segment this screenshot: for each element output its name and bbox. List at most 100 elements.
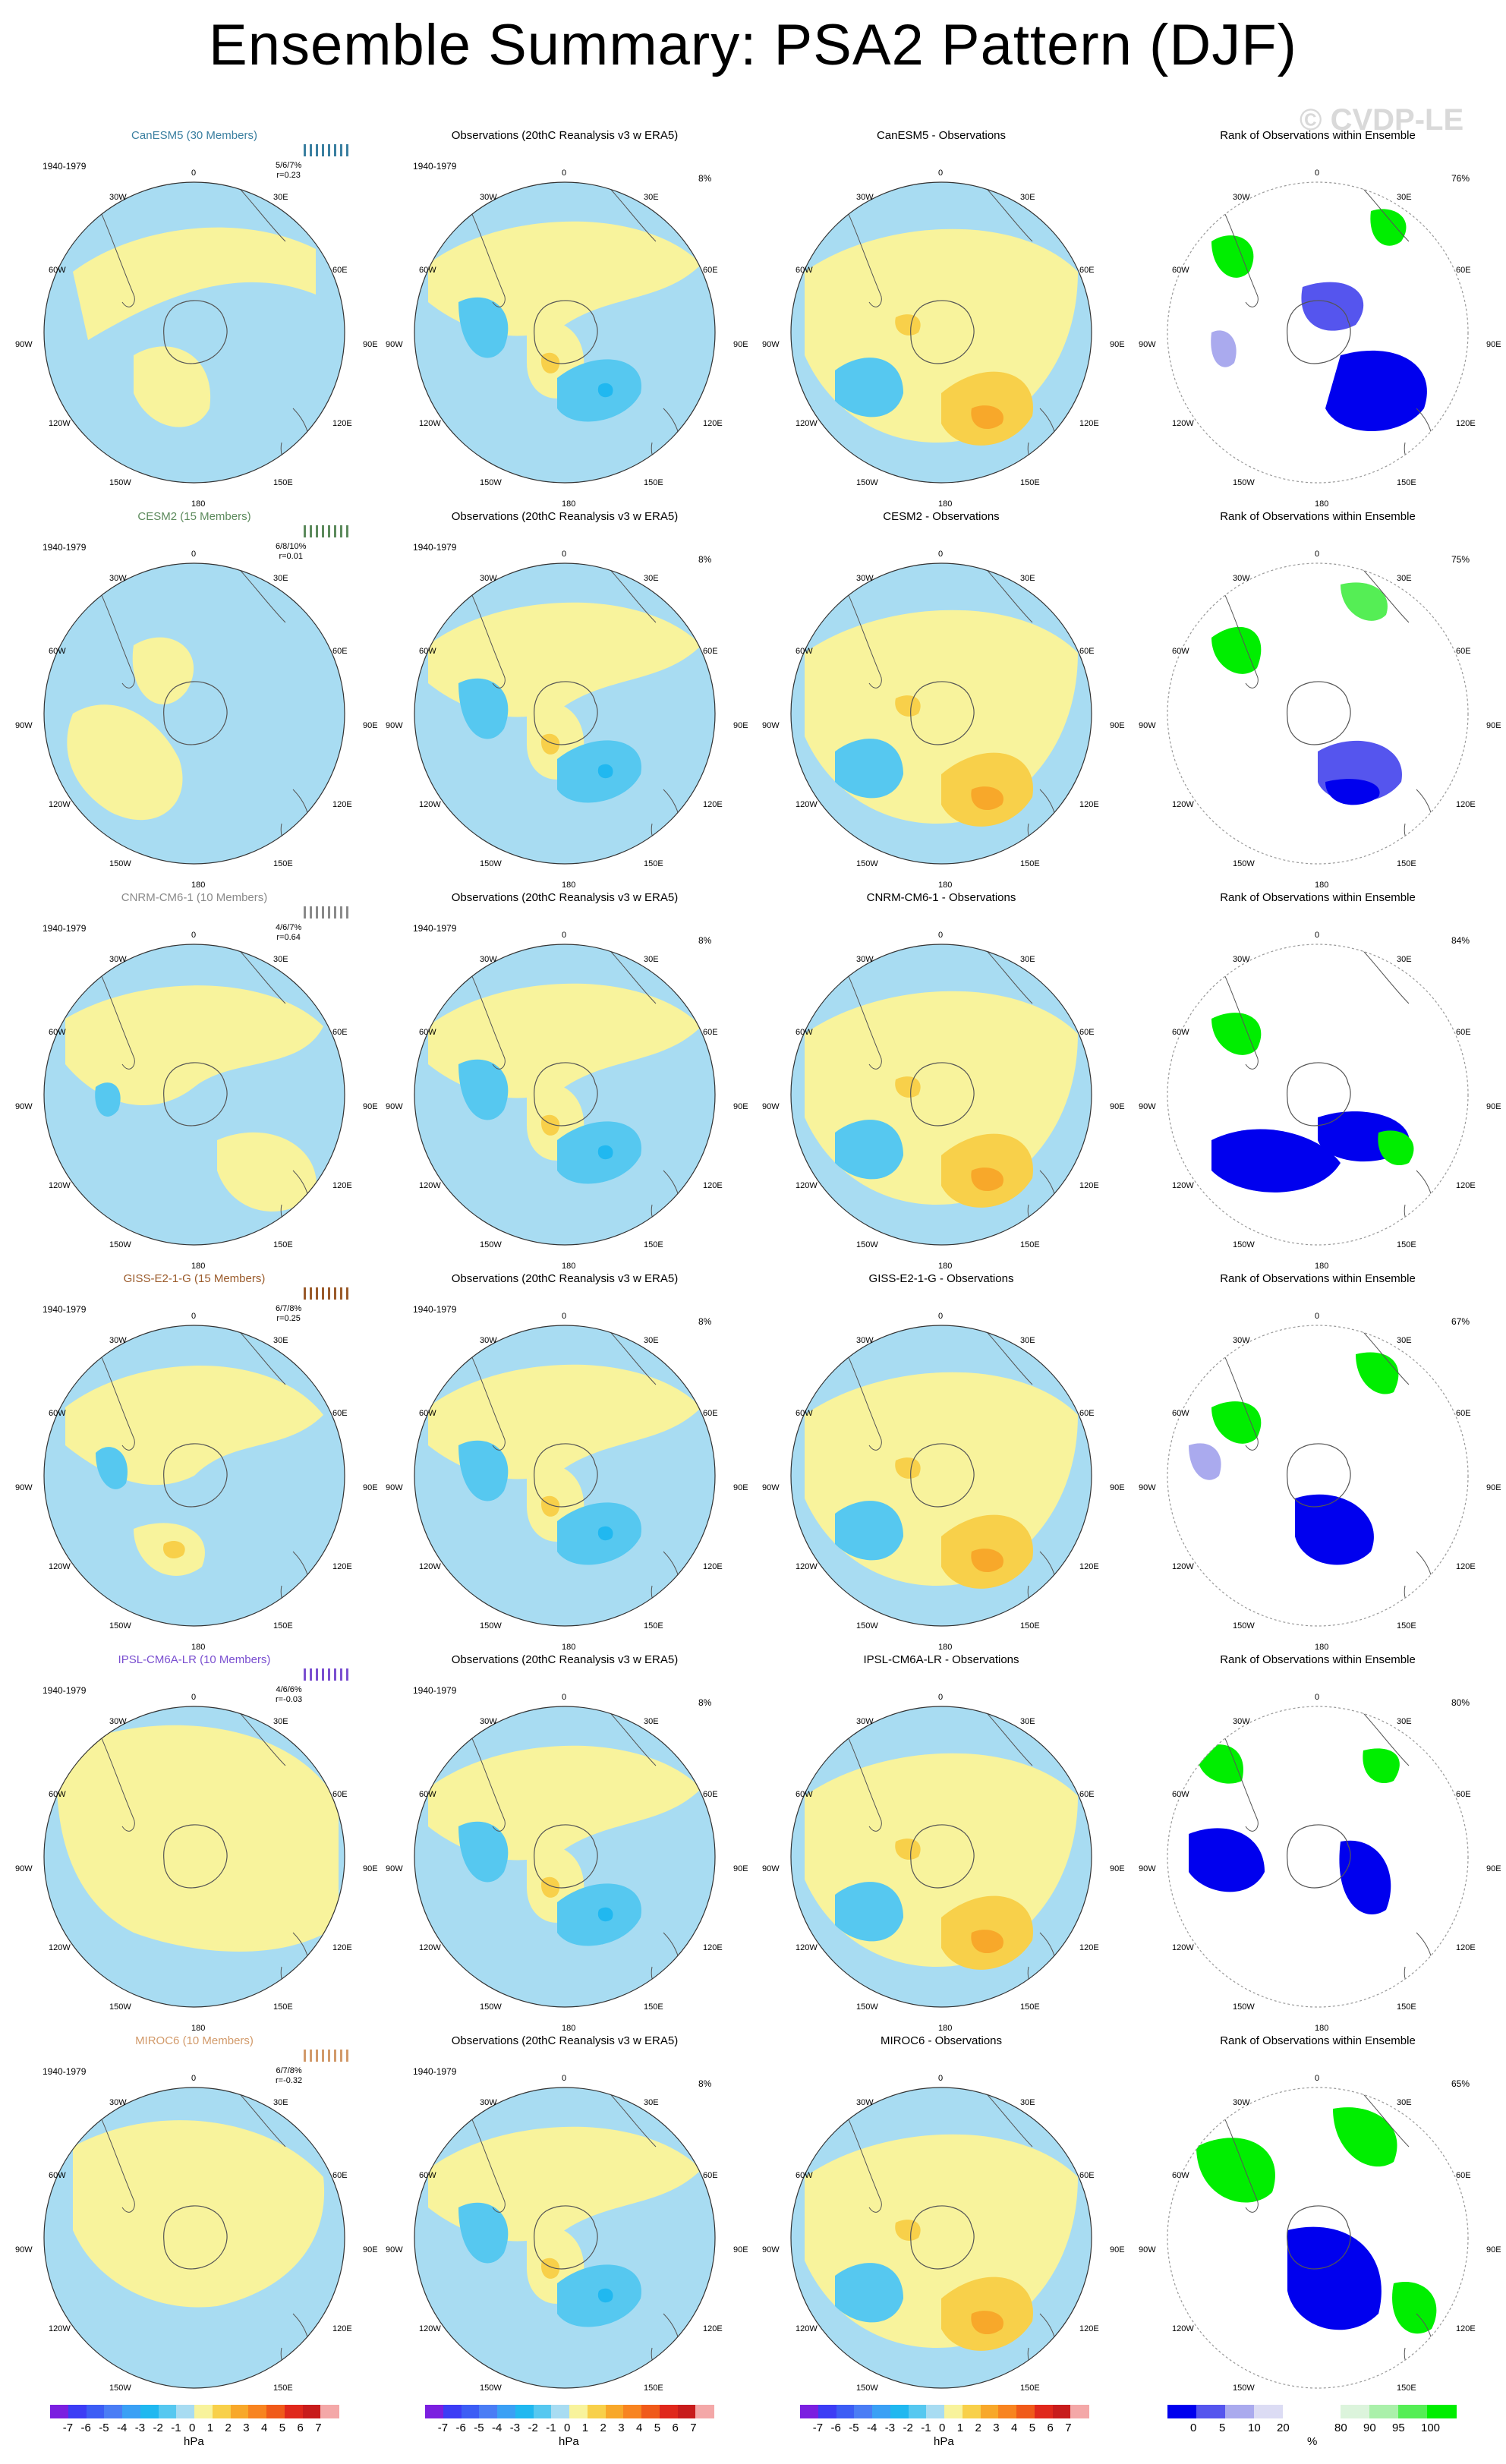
- lon-label-90w: 90W: [762, 1483, 780, 1492]
- colorbar-segment: [980, 2405, 999, 2418]
- obs-title: Observations (20thC Reanalysis v3 w ERA5…: [451, 510, 679, 523]
- colorbar-segment: [623, 2405, 642, 2418]
- colorbar-segment: [176, 2405, 195, 2418]
- lon-label-120w: 120W: [49, 800, 71, 809]
- anomaly-contour: [541, 352, 560, 373]
- lon-label-150w: 150W: [480, 2384, 502, 2393]
- lon-label-150w: 150W: [109, 2002, 131, 2012]
- lon-label-90e: 90E: [733, 340, 748, 349]
- antarctica-coastline: [534, 300, 598, 364]
- lon-label-120e: 120E: [1079, 1943, 1099, 1952]
- antarctica-coastline: [534, 1062, 598, 1126]
- anomaly-contour: [895, 1457, 921, 1479]
- member-stats: 6/8/10% r=0.01: [276, 542, 306, 562]
- colorbar-tick-label: -4: [867, 2421, 877, 2434]
- obs-title: Observations (20thC Reanalysis v3 w ERA5…: [451, 891, 679, 904]
- anomaly-contour: [895, 314, 921, 336]
- colorbar-segment: [800, 2405, 819, 2418]
- lon-label-120e: 120E: [332, 419, 352, 428]
- colorbar-segment: [1225, 2405, 1255, 2418]
- pattern-correlation: r=-0.32: [276, 2076, 303, 2085]
- rank-region: [1370, 209, 1407, 246]
- lon-label-120w: 120W: [1172, 1943, 1194, 1952]
- diff-map-container: [789, 1324, 1093, 1627]
- lon-label-90e: 90E: [1110, 1864, 1125, 1873]
- lon-label-30w: 30W: [480, 574, 497, 583]
- lon-label-120w: 120W: [49, 1562, 71, 1571]
- anomaly-contour: [458, 2202, 509, 2264]
- member-percentages: 4/6/6%: [276, 1685, 302, 1694]
- antarctica-coastline: [1287, 2205, 1351, 2270]
- lon-label-0: 0: [191, 2074, 197, 2083]
- colorbar-tick-label: 1: [206, 2421, 214, 2434]
- anomaly-contour: [835, 1501, 903, 1561]
- lon-label-30e: 30E: [644, 955, 659, 964]
- colorbar-segment: [1034, 2405, 1053, 2418]
- diff-title: IPSL-CM6A-LR - Observations: [863, 1653, 1019, 1666]
- obs-percent: 8%: [698, 2078, 712, 2089]
- lon-label-150e: 150E: [644, 859, 663, 868]
- model-map: [43, 2087, 345, 2389]
- lon-label-120w: 120W: [419, 1943, 441, 1952]
- lon-label-180: 180: [562, 2024, 576, 2033]
- anomaly-contour: [597, 1907, 613, 1922]
- map-background: [1167, 944, 1468, 1245]
- lon-label-30w: 30W: [856, 1336, 874, 1345]
- period-label: 1940-1979: [43, 2066, 87, 2077]
- colorbar-segment: [302, 2405, 321, 2418]
- model-map: [43, 562, 345, 865]
- lon-label-90e: 90E: [363, 2245, 378, 2254]
- colorbar-segment: [836, 2405, 855, 2418]
- lon-label-90w: 90W: [386, 1483, 403, 1492]
- colorbar-tick-label: -2: [903, 2421, 913, 2434]
- lon-label-60e: 60E: [1456, 647, 1471, 656]
- colorbar-tick-label: 2: [225, 2421, 232, 2434]
- lon-label-60w: 60W: [1172, 647, 1189, 656]
- colorbar-segment: [50, 2405, 69, 2418]
- lon-label-120e: 120E: [332, 1943, 352, 1952]
- lon-label-30w: 30W: [1233, 2098, 1250, 2107]
- model-title: MIROC6 (10 Members): [135, 2034, 254, 2047]
- member-tick: [346, 144, 348, 156]
- rank-map-container: [1166, 2086, 1470, 2390]
- colorbar-tick-label: 6: [672, 2421, 679, 2434]
- lon-label-30e: 30E: [1397, 574, 1412, 583]
- lon-label-180: 180: [938, 2024, 953, 2033]
- obs-percent: 8%: [698, 1697, 712, 1708]
- lon-label-90w: 90W: [386, 1864, 403, 1873]
- obs-panel: Observations (20thC Reanalysis v3 w ERA5…: [376, 1249, 753, 1652]
- colorbar-segment: [641, 2405, 660, 2418]
- colorbar-segment: [1341, 2405, 1370, 2418]
- member-tick: [310, 144, 312, 156]
- lon-label-30w: 30W: [480, 1717, 497, 1726]
- lon-label-60e: 60E: [1079, 266, 1095, 275]
- lon-label-150e: 150E: [1020, 1240, 1040, 1249]
- anomaly-contour: [835, 1882, 903, 1942]
- period-label: 1940-1979: [413, 1685, 457, 1696]
- lon-label-60w: 60W: [796, 1790, 813, 1799]
- colorbar-tick-label: 0: [189, 2421, 196, 2434]
- lon-label-0: 0: [1315, 1693, 1320, 1702]
- colorbar-segment: [515, 2405, 534, 2418]
- lon-label-150w: 150W: [480, 2002, 502, 2012]
- colorbar-segment: [962, 2405, 981, 2418]
- rank-percent: 75%: [1451, 554, 1470, 565]
- lon-label-30e: 30E: [644, 574, 659, 583]
- obs-panel: Observations (20thC Reanalysis v3 w ERA5…: [376, 868, 753, 1271]
- antarctica-coastline: [163, 681, 228, 745]
- diff-title: CanESM5 - Observations: [876, 129, 1007, 142]
- rank-region: [1211, 626, 1262, 674]
- period-label: 1940-1979: [413, 542, 457, 553]
- obs-title: Observations (20thC Reanalysis v3 w ERA5…: [451, 1272, 679, 1285]
- anomaly-colorbar: [800, 2405, 1089, 2418]
- lon-label-90e: 90E: [363, 1483, 378, 1492]
- lon-label-30w: 30W: [480, 955, 497, 964]
- lon-label-180: 180: [938, 1262, 953, 1271]
- anomaly-contour: [835, 2263, 903, 2323]
- anomaly-contour: [65, 1366, 323, 1486]
- lon-label-30e: 30E: [1397, 2098, 1412, 2107]
- lon-label-120w: 120W: [419, 1181, 441, 1190]
- diff-panel: CESM2 - Observations 0 30E 60E 90E 120E 150E 18…: [753, 487, 1130, 890]
- member-tick: [316, 906, 318, 918]
- lon-label-60w: 60W: [796, 1028, 813, 1037]
